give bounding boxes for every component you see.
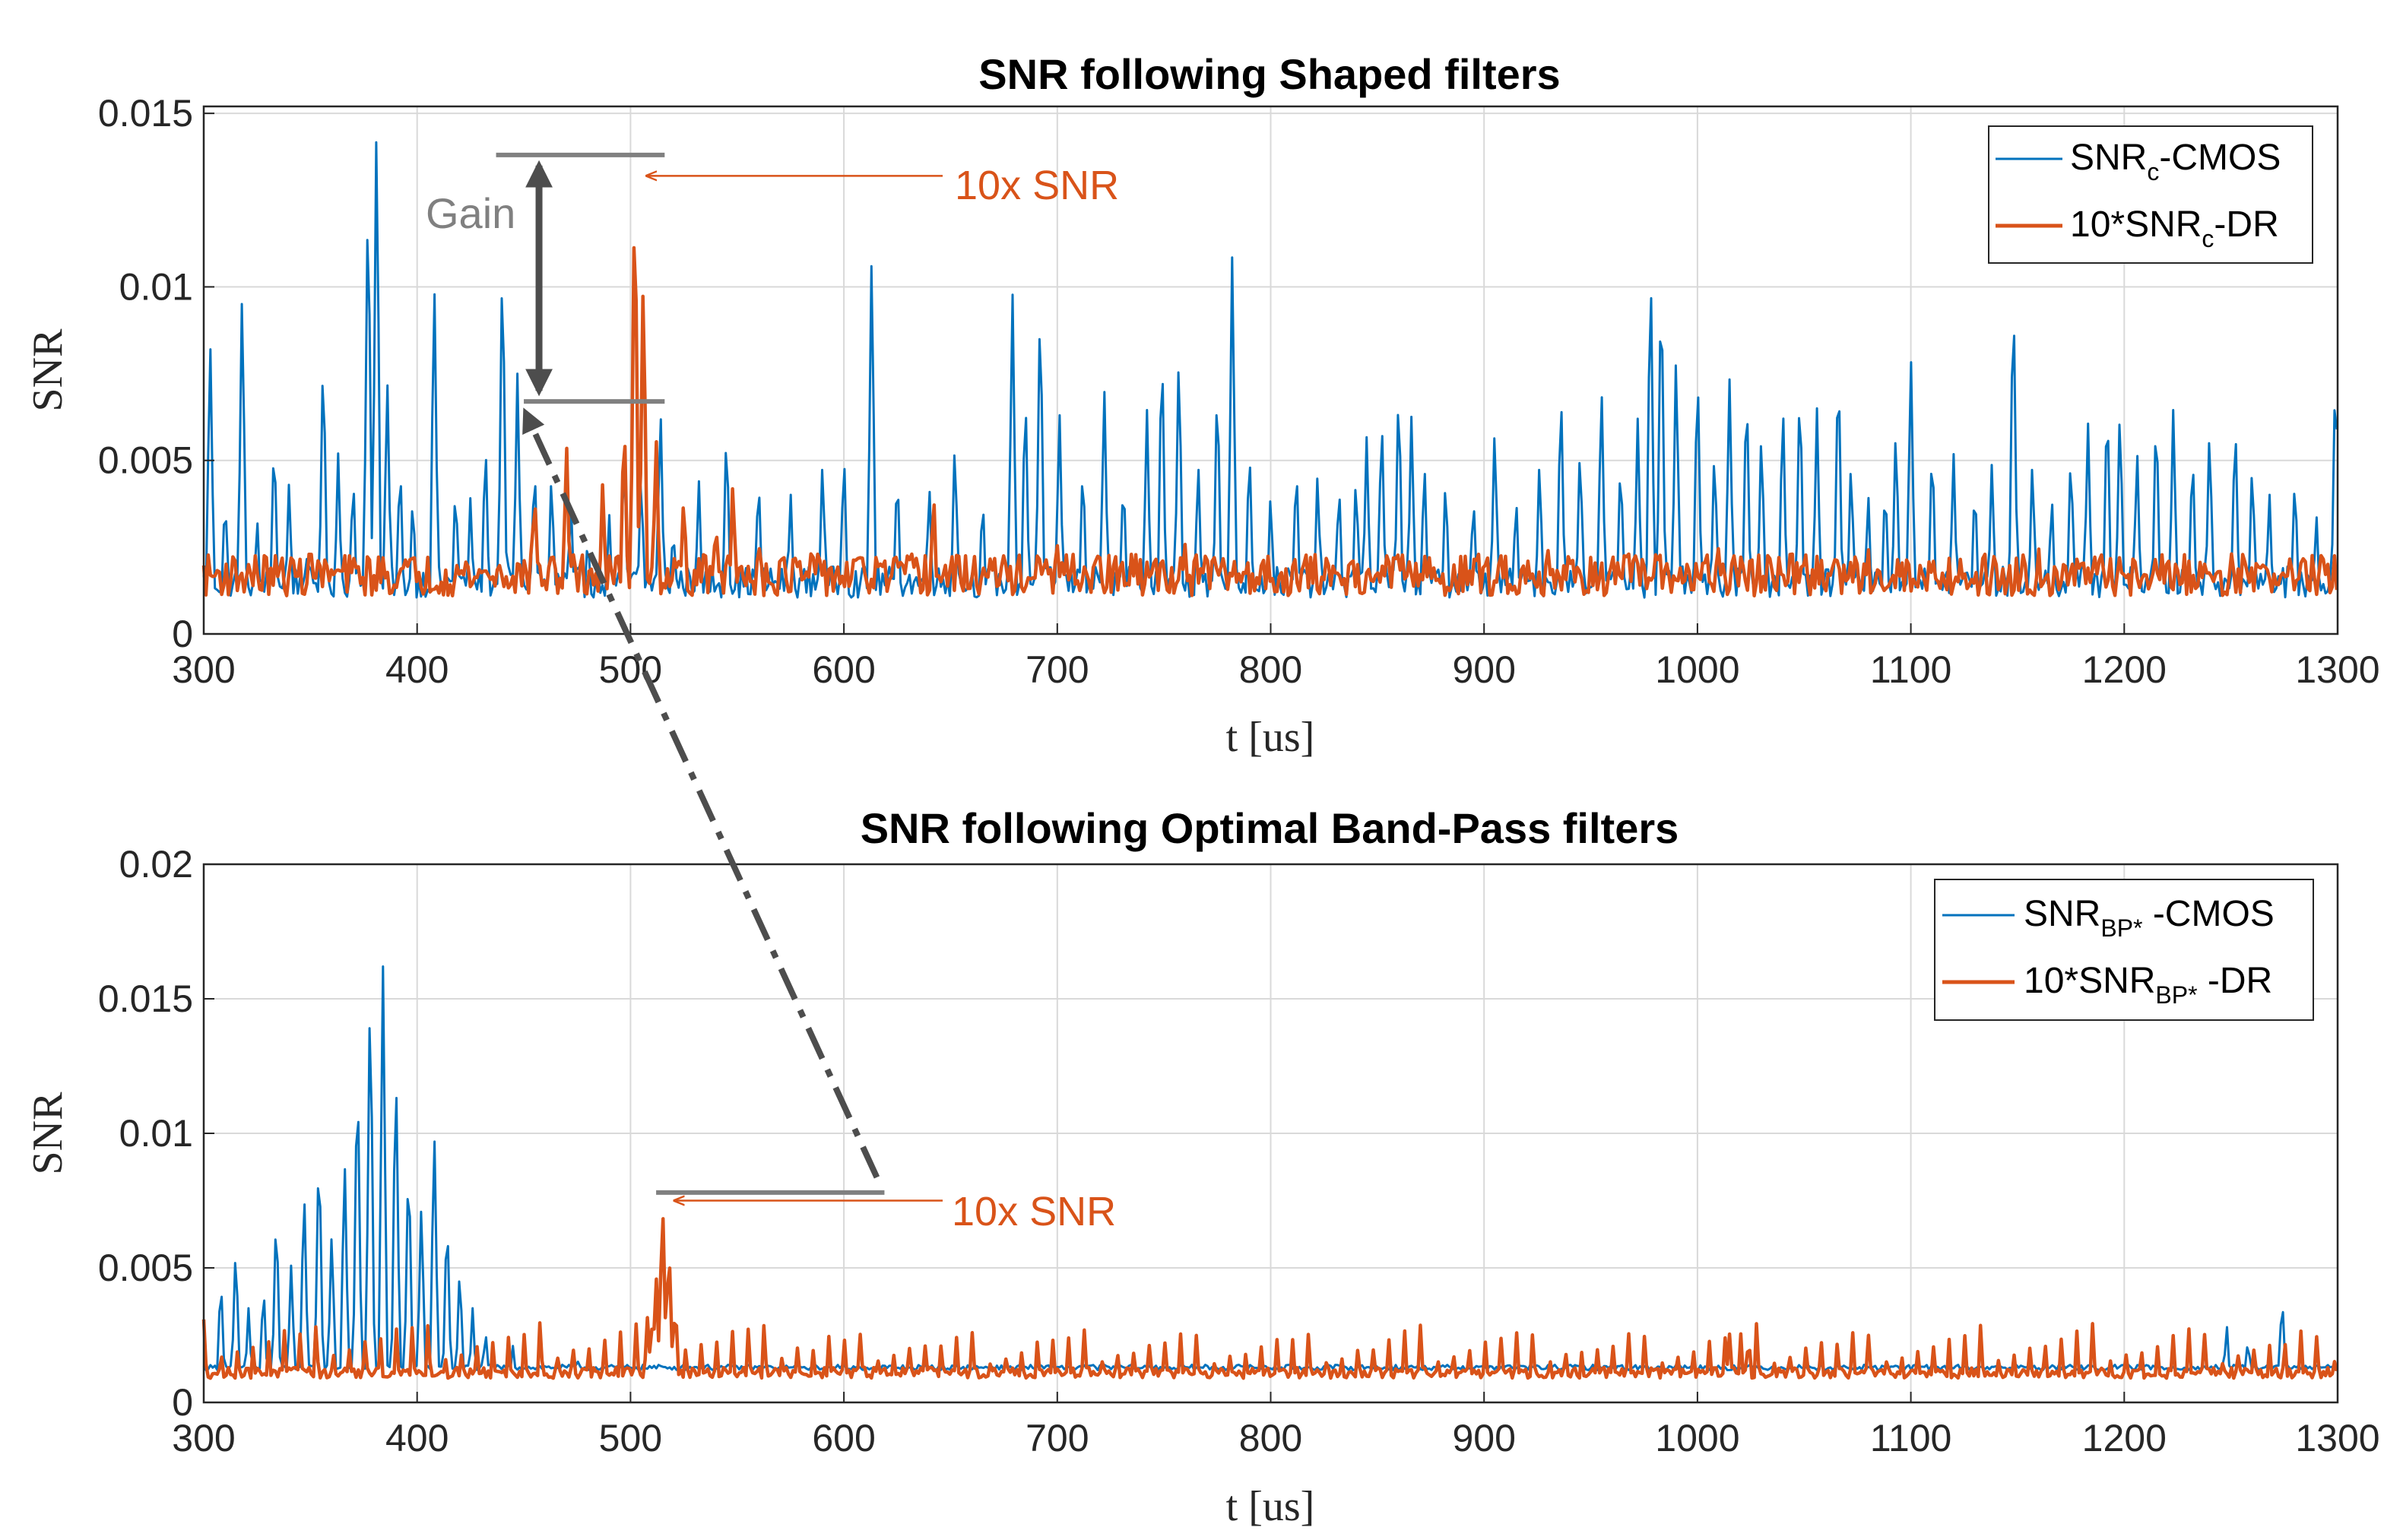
y-tick-labels: 0 0.005 0.01 0.015 0.02 bbox=[98, 843, 214, 1424]
x-tick-label: 1100 bbox=[1870, 648, 1952, 691]
x-tick-label: 600 bbox=[812, 1417, 875, 1459]
series-lines bbox=[201, 965, 2339, 1380]
annotations: 10x SNR bbox=[656, 1189, 1116, 1234]
y-axis-label: SNR bbox=[24, 1092, 71, 1175]
x-tick-label: 600 bbox=[812, 648, 875, 691]
legend-entry-cmos: SNRc-CMOS bbox=[2070, 138, 2281, 185]
x-tick-label: 400 bbox=[385, 648, 449, 691]
legend: SNRBP* -CMOS 10*SNRBP* -DR bbox=[1934, 879, 2314, 1021]
x-tick-label: 1100 bbox=[1870, 1417, 1952, 1459]
x-axis-label: t [us] bbox=[1226, 714, 1315, 761]
x-tick-labels: 300 400 500 600 700 800 900 1000 1100 1200 1300 bbox=[172, 1392, 2380, 1459]
dashed-connector-arrow bbox=[522, 407, 880, 1179]
x-tick-label: 700 bbox=[1026, 648, 1089, 691]
x-tick-label: 900 bbox=[1452, 648, 1515, 691]
y-tick-label: 0.01 bbox=[119, 265, 193, 308]
x-tick-label: 1000 bbox=[1655, 1417, 1739, 1459]
x-tick-label: 800 bbox=[1239, 1417, 1302, 1459]
x-tick-label: 300 bbox=[172, 648, 235, 691]
y-tick-label: 0.005 bbox=[98, 1247, 193, 1289]
shaped-filters-panel: SNR following Shaped filters 300 400 500 60… bbox=[24, 50, 2380, 761]
series-line-dr bbox=[201, 1217, 2339, 1380]
x-tick-label: 300 bbox=[172, 1417, 235, 1459]
y-tick-label: 0.01 bbox=[119, 1112, 193, 1155]
x-tick-label: 1000 bbox=[1655, 648, 1739, 691]
band-pass-filters-panel: SNR following Optimal Band-Pass filters … bbox=[24, 804, 2380, 1530]
callout-label: 10x SNR bbox=[955, 163, 1119, 208]
x-tick-label: 500 bbox=[599, 1417, 662, 1459]
legend-entry-dr: 10*SNRc-DR bbox=[2070, 204, 2279, 252]
callout-label: 10x SNR bbox=[952, 1189, 1116, 1234]
y-axis-label: SNR bbox=[24, 328, 71, 412]
chart-title: SNR following Optimal Band-Pass filters bbox=[861, 804, 1679, 852]
x-tick-label: 1200 bbox=[2082, 1417, 2167, 1459]
x-tick-label: 400 bbox=[385, 1417, 449, 1459]
y-tick-label: 0.02 bbox=[119, 843, 193, 886]
y-tick-label: 0.005 bbox=[98, 439, 193, 482]
y-tick-labels: 0 0.005 0.01 0.015 bbox=[98, 92, 214, 655]
x-axis-label: t [us] bbox=[1226, 1483, 1315, 1530]
legend: SNRc-CMOS 10*SNRc-DR bbox=[1988, 125, 2313, 264]
series-lines bbox=[201, 141, 2339, 599]
legend-entry-cmos: SNRBP* -CMOS bbox=[2024, 894, 2275, 942]
y-tick-label: 0.015 bbox=[98, 92, 193, 135]
x-tick-label: 900 bbox=[1452, 1417, 1515, 1459]
legend-box bbox=[1934, 879, 2314, 1021]
x-tick-label: 1300 bbox=[2295, 648, 2379, 691]
y-tick-label: 0.015 bbox=[98, 978, 193, 1020]
gain-label: Gain bbox=[426, 189, 515, 237]
x-tick-label: 1300 bbox=[2295, 1417, 2379, 1459]
annotations: Gain 10x SNR bbox=[426, 152, 1119, 404]
series-line-dr bbox=[201, 246, 2339, 597]
x-tick-label: 1200 bbox=[2082, 648, 2167, 691]
chart-title: SNR following Shaped filters bbox=[978, 50, 1560, 98]
x-tick-label: 700 bbox=[1026, 1417, 1089, 1459]
legend-box bbox=[1988, 125, 2313, 264]
y-tick-label: 0 bbox=[172, 1381, 193, 1424]
x-tick-label: 800 bbox=[1239, 648, 1302, 691]
legend-entry-dr: 10*SNRBP* -DR bbox=[2024, 961, 2272, 1009]
y-tick-label: 0 bbox=[172, 613, 193, 655]
